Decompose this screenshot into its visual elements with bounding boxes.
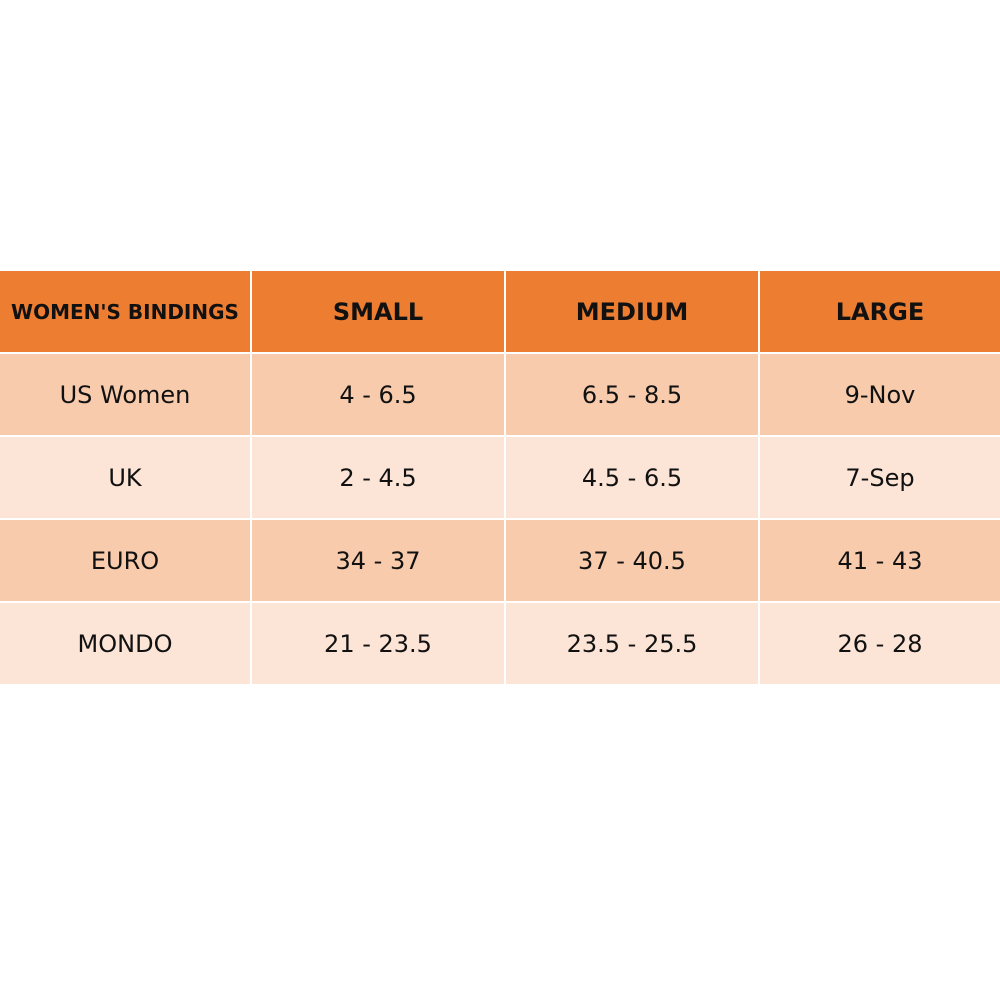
header-row: WOMEN'S BINDINGS SMALL MEDIUM LARGE <box>0 269 1000 354</box>
table-cell: 34 - 37 <box>250 518 506 603</box>
table-cell: 2 - 4.5 <box>250 435 506 520</box>
table-cell: 9-Nov <box>758 352 1000 437</box>
table-cell: 26 - 28 <box>758 601 1000 686</box>
table-row: EURO 34 - 37 37 - 40.5 41 - 43 <box>0 518 1000 603</box>
header-cell: SMALL <box>250 269 506 354</box>
table-cell: 4 - 6.5 <box>250 352 506 437</box>
table-cell: 6.5 - 8.5 <box>504 352 760 437</box>
header-cell: WOMEN'S BINDINGS <box>0 269 252 354</box>
header-cell: LARGE <box>758 269 1000 354</box>
row-label: US Women <box>0 352 252 437</box>
table-row: US Women 4 - 6.5 6.5 - 8.5 9-Nov <box>0 352 1000 437</box>
table-cell: 4.5 - 6.5 <box>504 435 760 520</box>
table-cell: 23.5 - 25.5 <box>504 601 760 686</box>
row-label: EURO <box>0 518 252 603</box>
table-header: WOMEN'S BINDINGS SMALL MEDIUM LARGE <box>0 269 1000 354</box>
row-label: UK <box>0 435 252 520</box>
table-cell: 37 - 40.5 <box>504 518 760 603</box>
table-row: MONDO 21 - 23.5 23.5 - 25.5 26 - 28 <box>0 601 1000 686</box>
header-cell: MEDIUM <box>504 269 760 354</box>
size-table: WOMEN'S BINDINGS SMALL MEDIUM LARGE US Wome… <box>0 269 1000 686</box>
table-cell: 7-Sep <box>758 435 1000 520</box>
table-cell: 21 - 23.5 <box>250 601 506 686</box>
table-cell: 41 - 43 <box>758 518 1000 603</box>
table-row: UK 2 - 4.5 4.5 - 6.5 7-Sep <box>0 435 1000 520</box>
row-label: MONDO <box>0 601 252 686</box>
table-body: US Women 4 - 6.5 6.5 - 8.5 9-Nov UK 2 - 4.5 4.… <box>0 352 1000 686</box>
